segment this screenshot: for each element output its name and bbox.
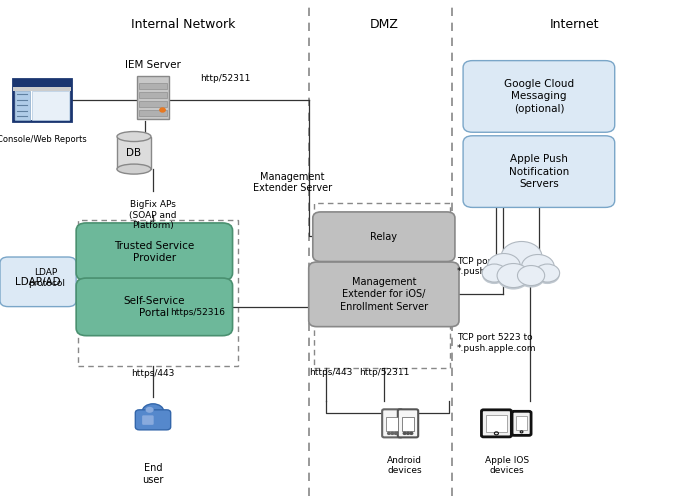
FancyBboxPatch shape (139, 111, 167, 116)
Circle shape (488, 256, 520, 280)
Text: End
user: End user (142, 463, 164, 485)
Text: Google Cloud
Messaging
(optional): Google Cloud Messaging (optional) (504, 79, 574, 114)
FancyBboxPatch shape (463, 136, 615, 207)
FancyBboxPatch shape (15, 91, 30, 120)
Text: TCP port 2195
*.push.apple.com: TCP port 2195 *.push.apple.com (457, 257, 537, 276)
FancyBboxPatch shape (481, 410, 511, 437)
Text: Console/Web Reports: Console/Web Reports (0, 135, 87, 144)
Circle shape (403, 432, 406, 434)
Circle shape (410, 432, 413, 434)
FancyBboxPatch shape (117, 137, 151, 169)
FancyBboxPatch shape (386, 417, 398, 431)
Circle shape (517, 266, 545, 286)
FancyBboxPatch shape (0, 257, 76, 307)
FancyBboxPatch shape (142, 415, 154, 425)
Ellipse shape (117, 164, 151, 174)
Text: IEM Server: IEM Server (125, 60, 181, 70)
Circle shape (497, 264, 530, 288)
Text: https/443: https/443 (131, 369, 175, 378)
FancyBboxPatch shape (32, 91, 69, 120)
FancyBboxPatch shape (463, 61, 615, 132)
Text: https/52316: https/52316 (170, 308, 225, 317)
Text: TCP port 5223 to
*.push.apple.com: TCP port 5223 to *.push.apple.com (457, 333, 537, 353)
Text: Self-Service
Portal: Self-Service Portal (124, 296, 185, 318)
FancyBboxPatch shape (13, 87, 71, 91)
FancyBboxPatch shape (313, 212, 455, 262)
Text: Internet: Internet (550, 18, 599, 31)
Circle shape (482, 264, 507, 282)
Text: DMZ: DMZ (370, 18, 398, 31)
Circle shape (391, 432, 394, 434)
Circle shape (388, 432, 390, 434)
Circle shape (142, 404, 164, 420)
Circle shape (522, 257, 554, 281)
Text: Trusted Service
Provider: Trusted Service Provider (114, 240, 194, 263)
FancyBboxPatch shape (13, 79, 71, 87)
FancyBboxPatch shape (76, 223, 233, 281)
Text: Relay: Relay (371, 232, 397, 241)
Circle shape (497, 266, 530, 290)
Circle shape (535, 266, 560, 284)
Circle shape (407, 432, 409, 434)
Circle shape (501, 241, 542, 272)
FancyBboxPatch shape (512, 411, 531, 435)
Text: DB: DB (126, 148, 141, 158)
FancyBboxPatch shape (139, 101, 167, 107)
FancyBboxPatch shape (135, 410, 171, 430)
Text: Management
Extender Server: Management Extender Server (253, 172, 332, 193)
FancyBboxPatch shape (137, 76, 169, 119)
Text: BigFix APs
(SOAP and
Platform): BigFix APs (SOAP and Platform) (129, 200, 177, 230)
FancyBboxPatch shape (382, 409, 403, 437)
Circle shape (535, 264, 560, 282)
FancyBboxPatch shape (139, 83, 167, 89)
Bar (78, 220, 238, 366)
Circle shape (488, 254, 520, 278)
FancyBboxPatch shape (13, 79, 71, 121)
FancyBboxPatch shape (402, 417, 414, 431)
Text: http/52311: http/52311 (359, 368, 409, 377)
Bar (314, 203, 450, 368)
Circle shape (160, 108, 165, 112)
Text: Apple IOS
devices: Apple IOS devices (485, 456, 528, 475)
Text: http/52311: http/52311 (201, 74, 251, 83)
Circle shape (146, 407, 154, 413)
Ellipse shape (117, 132, 151, 142)
Circle shape (394, 432, 397, 434)
Text: https/443: https/443 (309, 368, 353, 377)
Text: Android
devices: Android devices (387, 456, 422, 475)
Text: LDAP
protocol: LDAP protocol (28, 269, 65, 288)
Text: Management
Extender for iOS/
Enrollment Server: Management Extender for iOS/ Enrollment … (340, 277, 428, 312)
Circle shape (501, 243, 542, 274)
FancyBboxPatch shape (309, 262, 459, 327)
FancyBboxPatch shape (486, 415, 507, 432)
FancyBboxPatch shape (516, 416, 527, 430)
FancyBboxPatch shape (139, 92, 167, 98)
Text: Apple Push
Notification
Servers: Apple Push Notification Servers (509, 154, 569, 189)
FancyBboxPatch shape (76, 278, 233, 336)
Circle shape (517, 268, 545, 288)
Circle shape (522, 255, 554, 279)
Text: LDAP/AD: LDAP/AD (15, 277, 61, 287)
Text: Internal Network: Internal Network (131, 18, 236, 31)
FancyBboxPatch shape (398, 409, 418, 437)
Circle shape (482, 266, 507, 284)
